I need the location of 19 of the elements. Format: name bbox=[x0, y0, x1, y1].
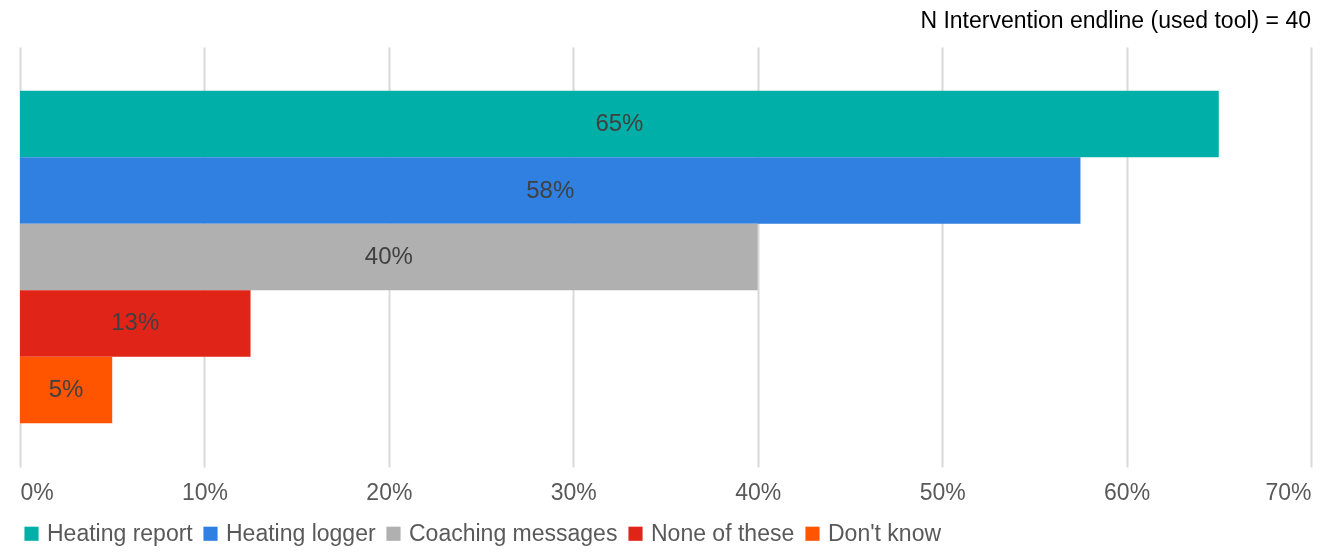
x-tick-label: 10% bbox=[181, 478, 228, 505]
data-label: 13% bbox=[111, 308, 160, 336]
data-label: 58% bbox=[526, 175, 575, 203]
data-label: 65% bbox=[595, 109, 644, 137]
x-tick-label: 50% bbox=[919, 478, 966, 505]
x-tick-label: 70% bbox=[1265, 478, 1312, 505]
x-tick-label: 0% bbox=[20, 478, 54, 505]
legend-label: Coaching messages bbox=[409, 519, 618, 546]
legend-label: None of these bbox=[651, 519, 795, 546]
legend-label: Don't know bbox=[828, 519, 942, 546]
x-tick-label: 20% bbox=[366, 478, 413, 505]
x-tick-label: 40% bbox=[735, 478, 782, 505]
legend-label: Heating report bbox=[47, 519, 194, 546]
chart-title: N Intervention endline (used tool) = 40 bbox=[920, 7, 1311, 33]
x-tick-label: 60% bbox=[1104, 478, 1151, 505]
data-label: 5% bbox=[48, 374, 84, 402]
legend-label: Heating logger bbox=[226, 519, 376, 546]
x-tick-label: 30% bbox=[550, 478, 597, 505]
data-label: 40% bbox=[364, 242, 413, 269]
